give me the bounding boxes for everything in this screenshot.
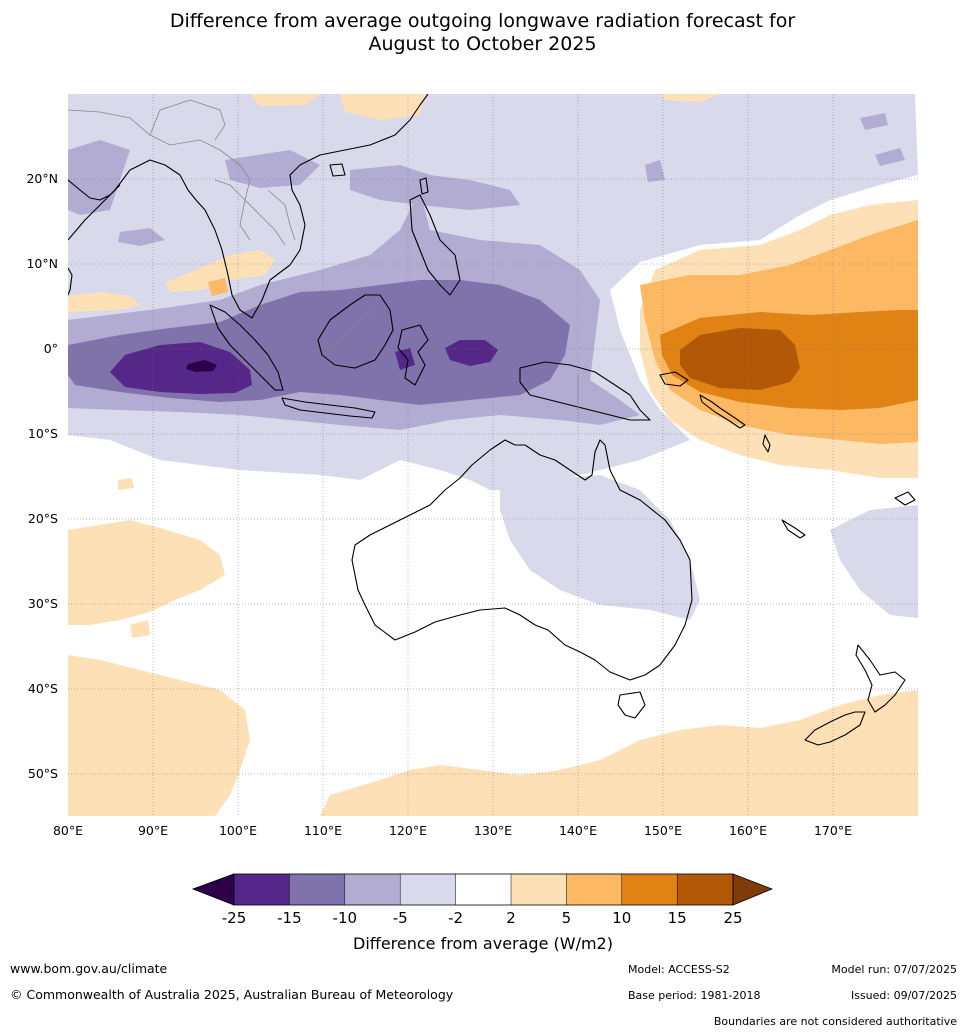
colorbar-tick-label: -25	[222, 909, 247, 927]
x-tick-label: 120°E	[389, 823, 427, 838]
y-tick-label: 10°N	[26, 256, 58, 271]
issued-date: Issued: 09/07/2025	[850, 989, 957, 1002]
x-tick-label: 170°E	[814, 823, 852, 838]
x-tick-label: 90°E	[138, 823, 168, 838]
colorbar-bin	[234, 874, 290, 905]
fiji-coastline	[894, 491, 916, 506]
colorbar-bin	[566, 874, 622, 905]
new-britain-coastline	[659, 371, 689, 387]
x-tick-label: 140°E	[559, 823, 597, 838]
colorbar-tick-label: -10	[333, 909, 358, 927]
anomaly-neg25-15	[110, 340, 498, 394]
colorbar-bin	[677, 874, 733, 905]
y-axis-labels: 20°N 10°N 0° 10°S 20°S 30°S 40°S 50°S	[26, 171, 58, 781]
colorbar-tick-label: 5	[562, 909, 572, 927]
anomaly-below-neg25	[186, 360, 217, 372]
colorbar-tick-label: 25	[723, 909, 742, 927]
x-tick-label: 110°E	[304, 823, 342, 838]
colorbar-low-extend	[191, 873, 235, 906]
colorbar-tick-label: -15	[277, 909, 302, 927]
y-tick-label: 50°S	[28, 766, 58, 781]
sri-lanka-coastline	[68, 267, 73, 296]
y-tick-label: 20°S	[28, 511, 58, 526]
y-tick-label: 40°S	[28, 681, 58, 696]
java-coastline	[281, 397, 376, 419]
philippines-coastline	[409, 194, 461, 296]
colorbar-bin	[400, 874, 456, 905]
x-tick-label: 100°E	[219, 823, 257, 838]
y-tick-label: 30°S	[28, 596, 58, 611]
india-coastline	[68, 179, 121, 201]
colorbar-tick-label: 10	[612, 909, 631, 927]
x-tick-label: 80°E	[53, 823, 83, 838]
coastlines	[68, 94, 916, 746]
model-run-date: Model run: 07/07/2025	[831, 963, 957, 976]
y-tick-label: 10°S	[28, 426, 58, 441]
x-tick-label: 160°E	[729, 823, 767, 838]
solomon-islands-coastline	[699, 394, 746, 429]
hainan-coastline	[329, 163, 346, 177]
x-axis-labels: 80°E 90°E 100°E 110°E 120°E 130°E 140°E …	[53, 823, 852, 838]
base-period: Base period: 1981-2018	[628, 989, 761, 1002]
map-title-line-1: Difference from average outgoing longwav…	[169, 10, 796, 32]
taiwan-coastline	[419, 177, 429, 195]
colorbar-bin	[289, 874, 345, 905]
y-tick-label: 20°N	[26, 171, 58, 186]
colorbar-bin	[511, 874, 567, 905]
website-link[interactable]: www.bom.gov.au/climate	[10, 961, 168, 976]
colorbar-bin	[455, 874, 511, 905]
sulawesi-coastline	[397, 324, 429, 386]
asia-mainland-coastline	[68, 94, 429, 319]
tasmania-coastline	[617, 691, 646, 719]
anomaly-pos15-25	[680, 328, 800, 390]
colorbar: -25 -15 -10 -5 -2 2 5 10 15 25 Differenc…	[191, 873, 774, 953]
country-boundaries	[68, 99, 579, 410]
model-name: Model: ACCESS-S2	[628, 963, 730, 976]
map-title: Difference from average outgoing longwav…	[0, 10, 965, 56]
colorbar-high-extend	[732, 873, 774, 906]
x-tick-label: 130°E	[474, 823, 512, 838]
new-guinea-coastline	[519, 361, 651, 421]
colorbar-tick-label: 2	[506, 909, 516, 927]
colorbar-tick-label: -2	[448, 909, 463, 927]
sumatra-coastline	[209, 304, 284, 391]
map-title-line-2: August to October 2025	[368, 33, 597, 55]
colorbar-tick-label: -5	[393, 909, 408, 927]
y-tick-label: 0°	[44, 341, 58, 356]
colorbar-bin	[344, 874, 401, 905]
copyright-notice: © Commonwealth of Australia 2025, Austra…	[10, 987, 454, 1002]
new-zealand-south-coastline	[804, 711, 866, 746]
gridlines	[68, 94, 918, 816]
colorbar-title: Difference from average (W/m2)	[353, 934, 613, 953]
borneo-coastline	[317, 294, 394, 369]
vanuatu-coastline	[762, 434, 771, 453]
new-zealand-north-coastline	[855, 644, 906, 713]
colorbar-outline	[233, 873, 734, 906]
boundaries-disclaimer: Boundaries are not considered authoritat…	[713, 1015, 957, 1028]
colorbar-tick-label: 15	[668, 909, 687, 927]
australia-coastline	[351, 439, 693, 681]
map-panel	[68, 94, 918, 816]
new-caledonia-coastline	[781, 519, 806, 539]
x-tick-label: 150°E	[644, 823, 682, 838]
colorbar-bin	[621, 874, 678, 905]
